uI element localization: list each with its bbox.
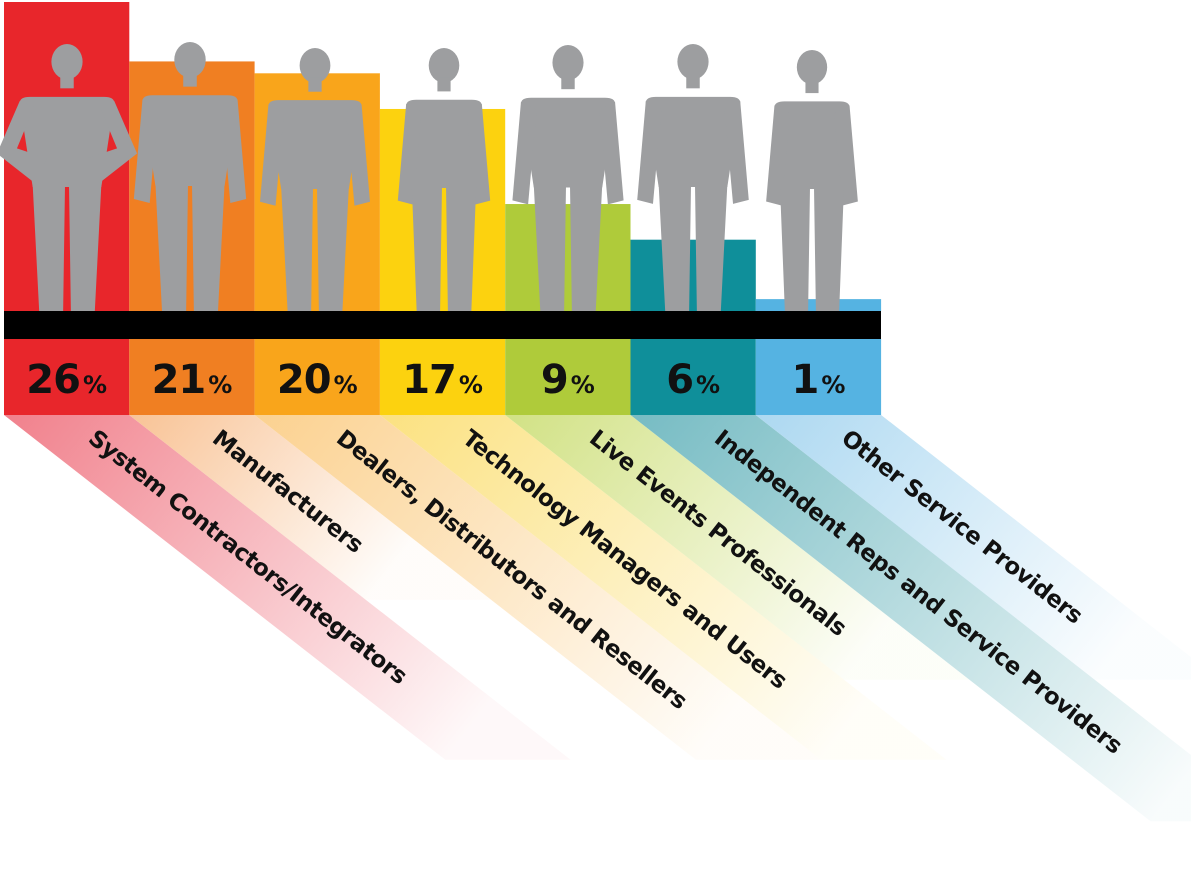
value-number: 26 bbox=[26, 357, 80, 403]
ribbon-dealers-distributors-and-resellers bbox=[254, 415, 822, 760]
ribbon-other-service-providers bbox=[755, 415, 1191, 680]
bar-independent-reps-and-service-providers bbox=[630, 239, 756, 311]
value-label: 6% bbox=[666, 357, 720, 403]
percent-labels: 26% 21% 20% 17% 9% 6% 1% bbox=[26, 357, 845, 403]
person-silhouette bbox=[512, 45, 624, 330]
ribbon-independent-reps-and-service-providers bbox=[630, 415, 1191, 822]
value-label: 17% bbox=[402, 357, 483, 403]
value-tile-system-contractors-integrators bbox=[4, 339, 130, 415]
value-unit: % bbox=[208, 371, 232, 399]
value-number: 9 bbox=[541, 357, 568, 403]
value-label: 21% bbox=[152, 357, 233, 403]
value-tile-technology-managers-and-users bbox=[379, 339, 506, 415]
ground-strip bbox=[4, 311, 881, 339]
value-number: 6 bbox=[666, 357, 693, 403]
value-unit: % bbox=[696, 371, 720, 399]
value-number: 1 bbox=[792, 357, 819, 403]
person-silhouette bbox=[397, 48, 491, 328]
ribbon-system-contractors-integrators bbox=[4, 415, 571, 760]
value-label: 26% bbox=[26, 357, 107, 403]
value-unit: % bbox=[571, 371, 595, 399]
value-label: 9% bbox=[541, 357, 595, 403]
value-tile-live-events-professionals bbox=[505, 339, 631, 415]
value-unit: % bbox=[459, 371, 483, 399]
value-unit: % bbox=[334, 371, 358, 399]
value-number: 21 bbox=[152, 357, 206, 403]
ribbon-live-events-professionals bbox=[505, 415, 970, 680]
value-label: 20% bbox=[277, 357, 358, 403]
bar-live-events-professionals bbox=[505, 204, 631, 311]
value-tile-other-service-providers bbox=[755, 339, 882, 415]
person-silhouette bbox=[0, 44, 138, 330]
person-silhouette bbox=[637, 44, 749, 330]
value-unit: % bbox=[821, 371, 845, 399]
value-label: 1% bbox=[792, 357, 846, 403]
value-unit: % bbox=[83, 371, 107, 399]
person-silhouette bbox=[133, 42, 247, 330]
person-silhouette bbox=[766, 50, 858, 328]
value-tile-independent-reps-and-service-providers bbox=[630, 339, 756, 415]
category-ribbons bbox=[4, 415, 1191, 822]
people-silhouettes bbox=[0, 42, 858, 330]
ribbon-manufacturers bbox=[129, 415, 492, 600]
value-tile-dealers-distributors-and-resellers bbox=[254, 339, 380, 415]
ribbon-technology-managers-and-users bbox=[379, 415, 947, 760]
value-tile-manufacturers bbox=[129, 339, 255, 415]
person-silhouette bbox=[260, 48, 370, 330]
value-number: 17 bbox=[402, 357, 456, 403]
value-number: 20 bbox=[277, 357, 331, 403]
